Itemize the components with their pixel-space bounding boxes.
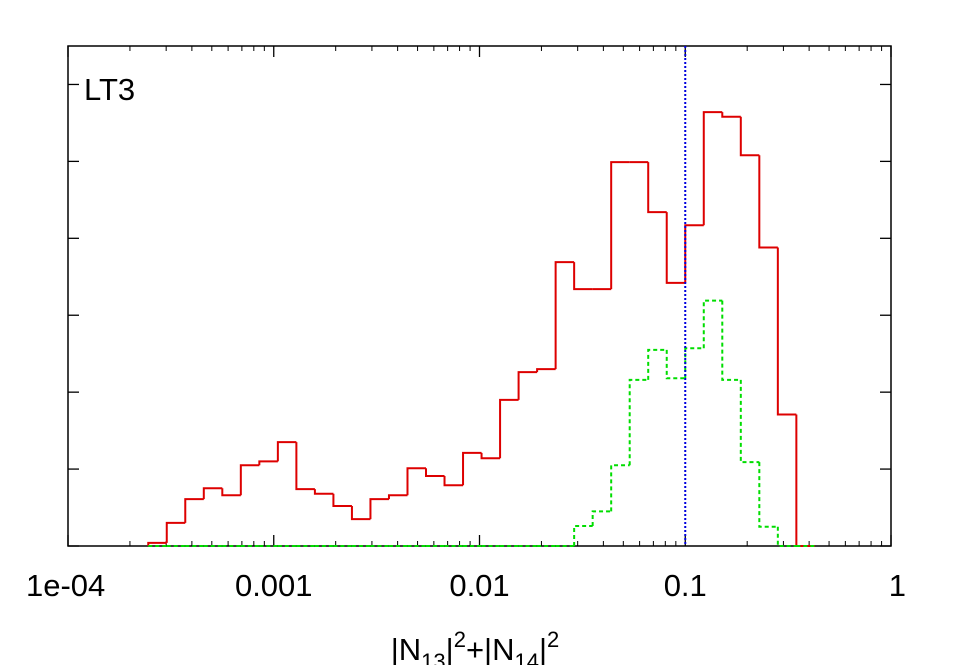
- histogram-bin: [462, 451, 482, 486]
- histogram-bin: [739, 379, 760, 464]
- histogram-bin: [573, 525, 593, 546]
- histogram-bin: [239, 464, 260, 496]
- histogram-bin: [665, 349, 686, 380]
- x-axis-label-part: |N: [391, 632, 421, 665]
- plot-frame: [67, 45, 892, 547]
- histogram-bin: [721, 300, 741, 381]
- histogram-bin: [795, 414, 815, 547]
- histogram-bin: [443, 476, 464, 487]
- histogram-bin: [313, 489, 334, 495]
- x-axis-label-part: |: [539, 632, 547, 665]
- x-axis-label-part: |: [446, 632, 454, 665]
- histogram-bin: [758, 155, 778, 249]
- histogram-bin: [536, 368, 556, 373]
- histogram-bin: [406, 467, 427, 496]
- histogram-bin: [776, 247, 797, 416]
- x-tick-label: 0.01: [449, 568, 509, 603]
- histogram-series: [147, 111, 815, 547]
- histogram-bin: [702, 299, 723, 349]
- histogram-bin: [610, 161, 630, 290]
- histogram-bin: [684, 224, 704, 283]
- histogram-bin: [202, 487, 223, 500]
- histogram-bin: [665, 212, 686, 284]
- histogram-bin: [499, 398, 519, 459]
- x-axis-label-part: 2: [547, 627, 559, 652]
- histogram-bin: [684, 347, 704, 379]
- histogram-bin: [165, 521, 186, 543]
- histogram-bin: [517, 371, 538, 400]
- histogram-bin: [369, 498, 389, 520]
- x-tick-label: 1e-04: [26, 568, 105, 603]
- x-axis-label-part: 14: [515, 649, 539, 665]
- x-tick-label: 0.1: [664, 568, 707, 603]
- histogram-bin: [739, 116, 760, 157]
- histogram-bin: [702, 111, 723, 226]
- histogram-bin: [184, 498, 204, 523]
- histogram-bin: [387, 494, 408, 500]
- histogram-bin: [276, 441, 297, 462]
- x-tick-label: 1: [889, 568, 906, 603]
- histogram-bin: [350, 506, 371, 521]
- histogram-bin: [721, 112, 741, 118]
- histogram-bin: [591, 510, 612, 526]
- histogram-bin: [147, 541, 167, 546]
- x-axis-label: |N13|2+|N14|2: [391, 627, 560, 665]
- histogram-bin: [573, 262, 593, 291]
- histogram-bin: [332, 493, 352, 507]
- annotation: LT3: [84, 72, 135, 107]
- histogram-series: [148, 299, 815, 547]
- x-axis-label-part: 2: [454, 627, 466, 652]
- histogram-bin: [221, 488, 241, 497]
- histogram-bin: [758, 462, 778, 528]
- histogram-bin: [776, 526, 797, 547]
- histogram-bin: [480, 452, 501, 460]
- histogram-bin: [647, 348, 667, 380]
- x-axis-label-part: 13: [421, 649, 445, 665]
- histogram-bin: [647, 162, 667, 214]
- histogram-bin: [628, 378, 649, 466]
- histogram-bin: [610, 464, 630, 512]
- x-tick-label: 0.001: [235, 568, 313, 603]
- x-axis-label-part: +|N: [466, 632, 515, 665]
- histogram-bin: [554, 261, 575, 370]
- histogram-bin: [425, 468, 445, 477]
- histogram-bin: [258, 460, 278, 466]
- histogram-bin: [295, 442, 315, 491]
